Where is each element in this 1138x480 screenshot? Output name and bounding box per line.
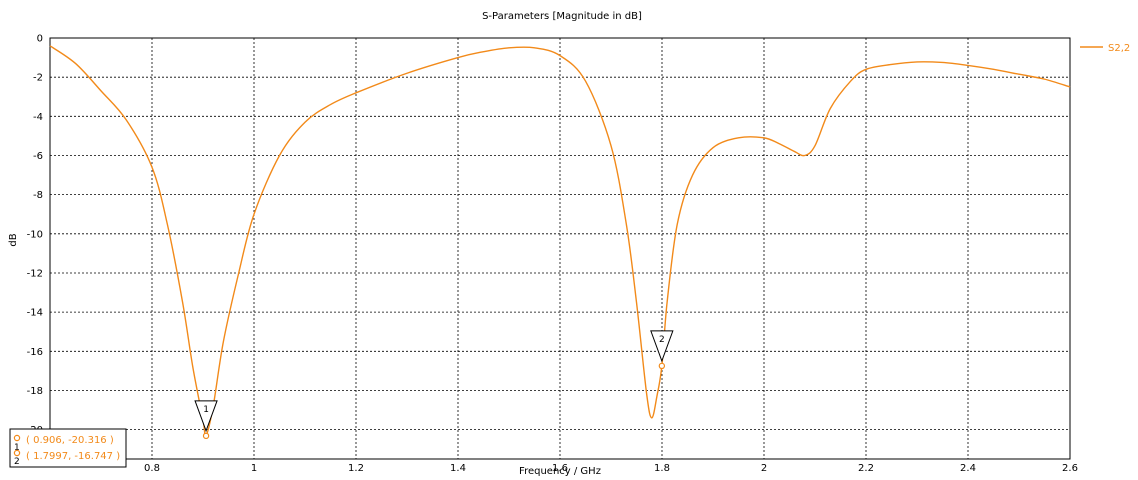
plot-area bbox=[49, 37, 1071, 460]
x-tick-label: 2.2 bbox=[858, 463, 874, 474]
markers: 12 bbox=[194, 330, 674, 440]
y-tick-label: -4 bbox=[33, 112, 43, 123]
readout-1-index: 1 bbox=[14, 443, 20, 453]
y-tick-label: -12 bbox=[27, 268, 43, 279]
y-tick-label: -10 bbox=[27, 229, 43, 240]
readout-2-index: 2 bbox=[14, 457, 20, 467]
x-tick-label: 2.4 bbox=[960, 463, 976, 474]
y-tick-label: -18 bbox=[27, 386, 43, 397]
marker-flag-label: 2 bbox=[659, 335, 665, 345]
x-tick-label: 0.8 bbox=[144, 463, 160, 474]
x-tick-label: 1 bbox=[251, 463, 257, 474]
y-tick-label: -6 bbox=[33, 151, 43, 162]
readout-1-icon bbox=[13, 434, 21, 442]
marker-point bbox=[658, 362, 666, 370]
readout-2-icon bbox=[13, 449, 21, 457]
y-tick-label: -2 bbox=[33, 73, 43, 84]
y-axis-label: dB bbox=[8, 233, 19, 246]
x-tick-label: 1.4 bbox=[450, 463, 466, 474]
x-tick-label: 1.8 bbox=[654, 463, 670, 474]
legend-label-s22: S2,2 bbox=[1108, 43, 1130, 54]
x-tick-label: 2.6 bbox=[1062, 463, 1078, 474]
marker-flag-label: 1 bbox=[203, 405, 209, 415]
readout-box-frame bbox=[9, 428, 127, 468]
grid-lines bbox=[50, 38, 1070, 459]
y-tick-label: -8 bbox=[33, 190, 43, 201]
readout-2-text: ( 1.7997, -16.747 ) bbox=[26, 451, 120, 462]
chart-title: S-Parameters [Magnitude in dB] bbox=[482, 11, 642, 22]
x-tick-label: 2 bbox=[761, 463, 767, 474]
x-axis-label: Frequency / GHz bbox=[519, 466, 601, 477]
x-tick-label: 1.2 bbox=[348, 463, 364, 474]
x-tick-label: 1.6 bbox=[552, 463, 568, 474]
marker-flag bbox=[194, 400, 218, 433]
readout-1-text: ( 0.906, -20.316 ) bbox=[26, 435, 114, 446]
y-tick-label: 0 bbox=[37, 34, 43, 45]
y-tick-label: -14 bbox=[27, 308, 43, 319]
legend: S2,2 bbox=[1080, 43, 1130, 54]
y-tick-label: -16 bbox=[27, 347, 43, 358]
marker-point bbox=[202, 432, 210, 440]
marker-readout-box: 1 ( 0.906, -20.316 ) 2 ( 1.7997, -16.747… bbox=[9, 428, 127, 468]
marker-flag bbox=[650, 330, 674, 363]
